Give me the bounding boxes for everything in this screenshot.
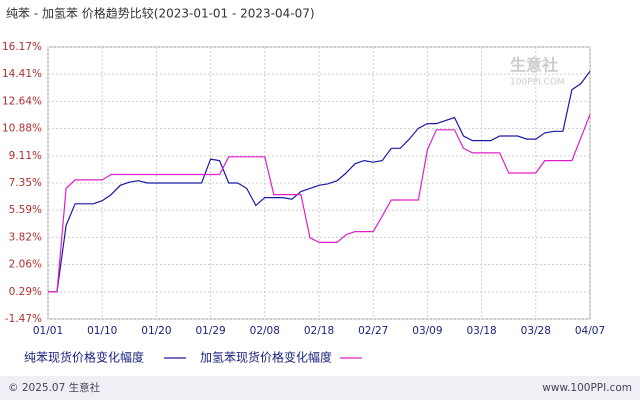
legend-label: 纯苯现货价格变化幅度 [24,350,144,365]
x-tick-label: 03/09 [412,325,442,337]
footer-band [0,376,640,400]
series-line [48,70,591,293]
x-tick-label: 03/18 [466,325,496,337]
x-tick-label: 02/27 [358,325,388,337]
y-tick-label: 16.17% [2,41,42,53]
y-tick-label: 3.82% [9,231,42,243]
x-tick-label: 01/01 [33,325,63,337]
x-tick-label: 03/28 [521,325,551,337]
x-tick-label: 01/20 [141,325,171,337]
footer-right: www.100PPI.com [542,382,632,394]
x-tick-label: 01/29 [195,325,225,337]
y-tick-label: 14.41% [2,68,42,80]
series-line [48,114,591,293]
watermark: 生意社 [510,56,558,75]
y-tick-label: 12.64% [2,95,42,107]
x-tick-label: 02/18 [304,325,334,337]
y-tick-label: 0.29% [9,286,42,298]
watermark: 100PPI.COM [510,78,565,88]
y-tick-label: 7.35% [9,177,42,189]
y-tick-label: -1.47% [5,313,42,325]
x-tick-label: 01/10 [87,325,117,337]
x-tick-label: 02/08 [250,325,280,337]
y-tick-label: 2.06% [9,259,42,271]
chart-title: 纯苯 - 加氢苯 价格趋势比较(2023-01-01 - 2023-04-07) [6,6,315,21]
x-tick-label: 04/07 [575,325,605,337]
y-tick-label: 10.88% [2,123,42,135]
legend-label: 加氢苯现货价格变化幅度 [200,350,332,365]
footer-left: © 2025.07 生意社 [8,381,101,394]
y-tick-label: 5.59% [9,204,42,216]
y-tick-label: 9.11% [9,150,42,162]
